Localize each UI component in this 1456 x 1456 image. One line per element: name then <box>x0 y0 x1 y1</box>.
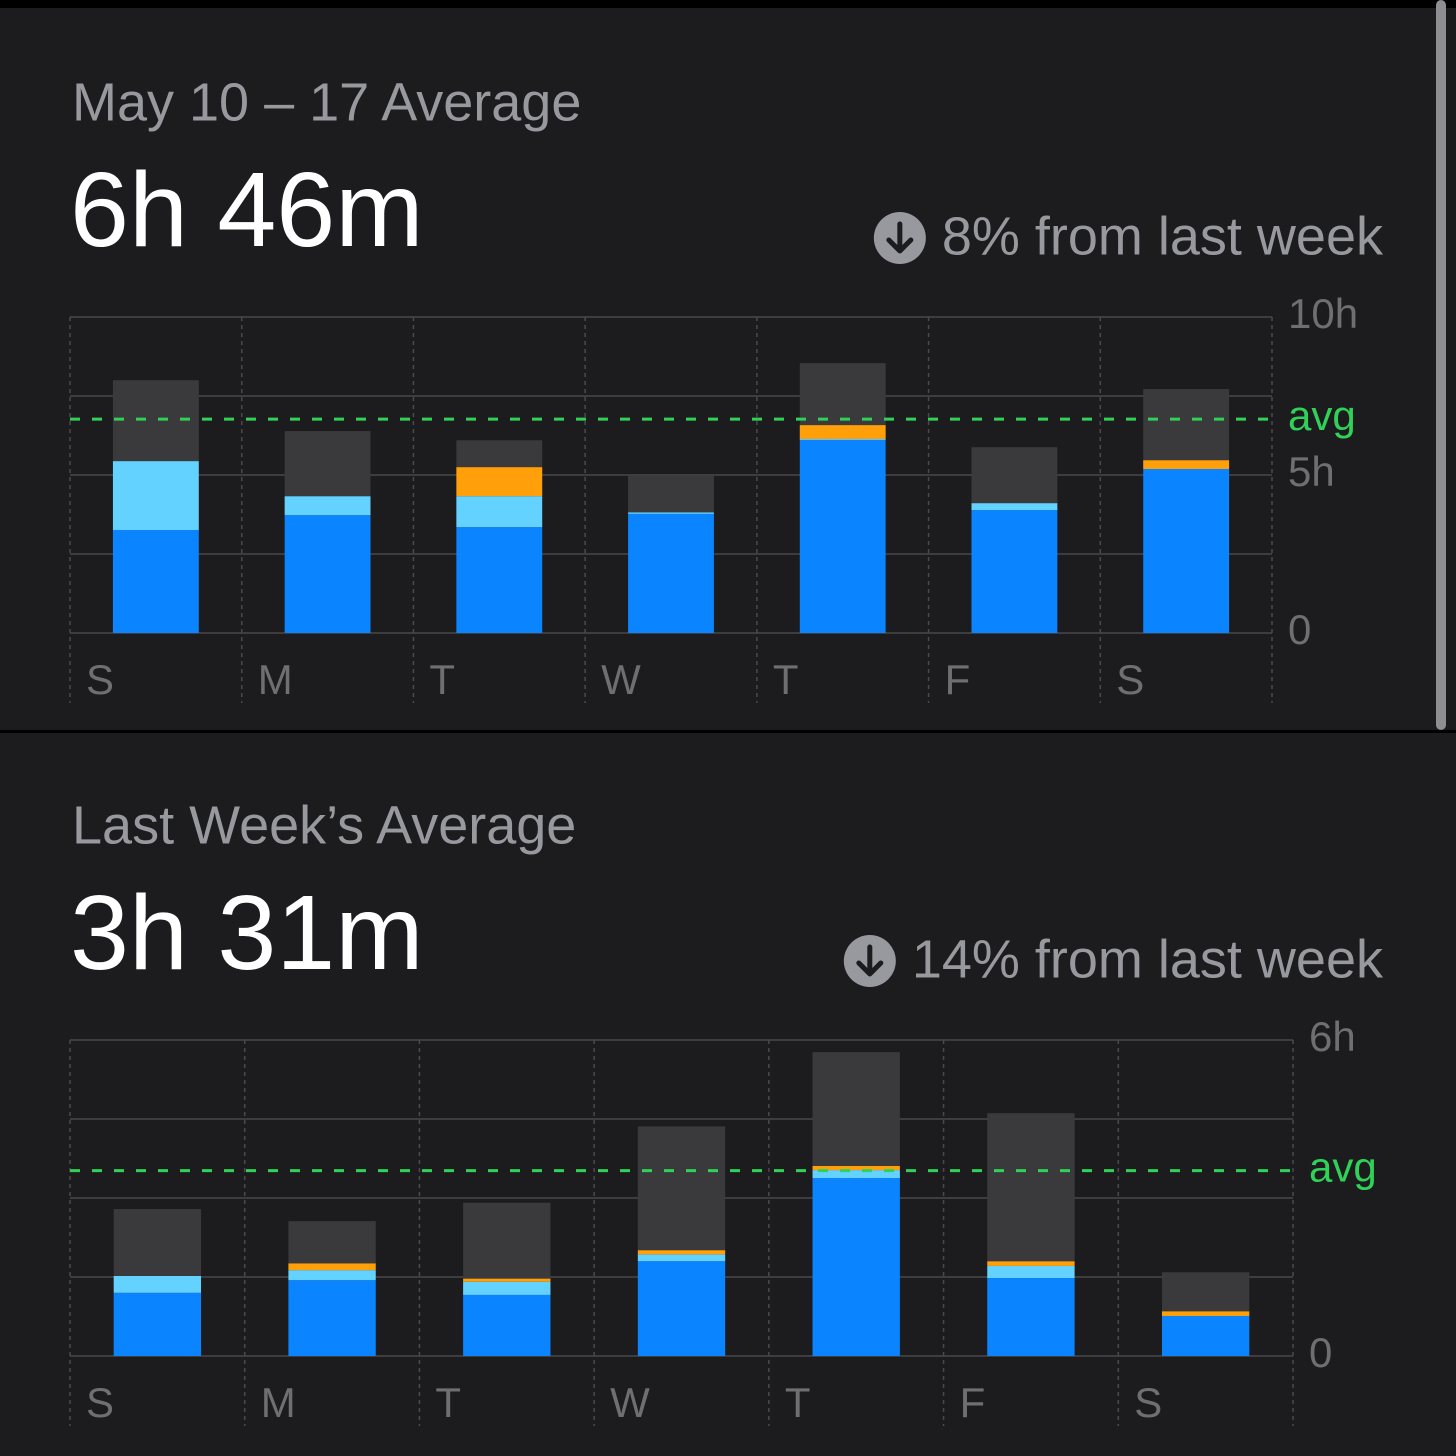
bar-segment <box>971 447 1058 504</box>
x-tick-label: T <box>785 1379 811 1426</box>
bar-segment <box>113 1292 202 1356</box>
bar-segment <box>288 1221 376 1264</box>
bar-segment <box>463 1294 551 1356</box>
bar-segment <box>288 1270 376 1281</box>
x-tick-label: W <box>610 1379 650 1426</box>
down-arrow-glyph <box>856 944 884 977</box>
bar-segment <box>971 510 1058 633</box>
bar-segment <box>812 1177 900 1356</box>
bar-segment <box>1143 468 1230 633</box>
x-tick-label: F <box>960 1379 986 1426</box>
x-tick-label: T <box>773 656 799 703</box>
bar-segment <box>1161 1311 1250 1316</box>
bar-segment <box>112 529 199 633</box>
down-arrow-glyph <box>886 221 914 254</box>
scrollbar <box>1436 0 1446 730</box>
bar-segment <box>1143 389 1230 461</box>
bar-segment <box>628 513 714 633</box>
bar-segment <box>463 1278 551 1282</box>
bar-segment <box>1143 460 1230 469</box>
x-tick-label: M <box>258 656 293 703</box>
bar-segment <box>284 496 371 516</box>
bar-segment <box>987 1261 1075 1266</box>
x-tick-label: S <box>1134 1379 1162 1426</box>
bar-segment <box>971 503 1058 511</box>
bar-segment <box>812 1170 900 1178</box>
bar-segment <box>628 475 714 513</box>
bar-segment <box>987 1265 1075 1279</box>
bar-segment <box>812 1165 900 1171</box>
bar-segment <box>456 467 543 497</box>
change-text: 8% from last week <box>942 206 1384 266</box>
bar-segment <box>1161 1315 1250 1356</box>
bar-segment <box>987 1113 1075 1262</box>
bar-segment <box>799 425 886 439</box>
y-tick-label: 0 <box>1288 606 1311 653</box>
average-value: 3h 31m <box>70 874 424 992</box>
bar-segment <box>799 363 886 426</box>
bar-segment <box>288 1280 376 1356</box>
y-tick-label: 6h <box>1309 1013 1356 1060</box>
x-tick-label: T <box>429 656 455 703</box>
y-tick-label: 0 <box>1309 1329 1332 1376</box>
bar-segment <box>637 1250 726 1255</box>
bar-segment <box>113 1209 202 1276</box>
x-tick-label: M <box>261 1379 296 1426</box>
bar-segment <box>288 1263 376 1271</box>
bar-segment <box>799 438 886 440</box>
bar-segment <box>456 440 543 468</box>
x-tick-label: T <box>435 1379 461 1426</box>
change-text: 14% from last week <box>912 929 1384 989</box>
y-tick-label: 5h <box>1288 448 1335 495</box>
average-value: 6h 46m <box>70 151 424 269</box>
period-title: Last Week’s Average <box>72 795 576 855</box>
bar-segment <box>637 1261 726 1356</box>
bar-segment <box>812 1052 900 1166</box>
bar-segment <box>637 1126 726 1251</box>
bar-segment <box>637 1254 726 1262</box>
bar-segment <box>1161 1272 1250 1312</box>
x-tick-label: S <box>1116 656 1144 703</box>
bar-segment <box>456 527 543 633</box>
bar-segment <box>284 515 371 633</box>
bar-segment <box>463 1202 551 1279</box>
bar-segment <box>113 1275 202 1293</box>
bar-segment <box>628 512 714 514</box>
bar-segment <box>284 431 371 497</box>
bar-segment <box>799 439 886 633</box>
bar-segment <box>456 496 543 528</box>
bar-segment <box>112 461 199 530</box>
x-tick-label: F <box>945 656 971 703</box>
x-tick-label: W <box>601 656 641 703</box>
period-title: May 10 – 17 Average <box>72 72 581 132</box>
bar-segment <box>463 1281 551 1295</box>
bar-segment <box>987 1278 1075 1356</box>
average-label: avg <box>1309 1144 1377 1191</box>
bar-segment <box>112 380 199 462</box>
x-tick-label: S <box>86 656 114 703</box>
average-label: avg <box>1288 392 1356 439</box>
y-tick-label: 10h <box>1288 290 1358 337</box>
x-tick-label: S <box>86 1379 114 1426</box>
